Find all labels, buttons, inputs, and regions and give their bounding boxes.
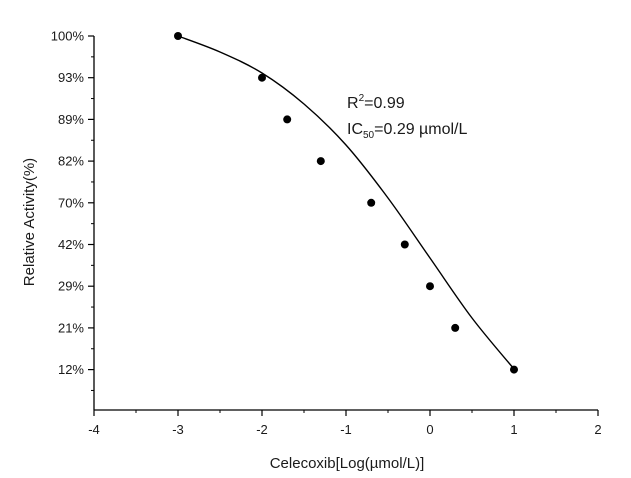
y-tick-label: 100% [51,29,85,44]
ic50-value: =0.29 µmol/L [374,121,467,138]
data-point [451,323,460,332]
y-tick-label: 29% [58,279,84,294]
y-tick-label: 89% [58,112,84,127]
r-squared-sup: 2 [359,93,365,104]
y-tick-label: 21% [58,320,84,335]
y-tick-label: 70% [58,195,84,210]
x-tick-label: 0 [426,422,433,437]
data-point [174,32,182,40]
data-point [367,198,376,207]
data-point [283,115,292,124]
ic50-annotation: IC50=0.29 µmol/L [347,121,468,141]
x-tick-label: 1 [510,422,517,437]
fit-curve [177,35,515,370]
data-points [174,32,518,374]
y-tick-label: 12% [58,362,84,377]
x-tick-label: -4 [88,422,100,437]
x-tick-label: -2 [256,422,268,437]
data-point [316,157,325,166]
data-point [258,73,266,82]
x-tick-label: -3 [172,422,184,437]
r-squared-base: R [347,95,359,112]
x-tick-label: -1 [340,422,352,437]
data-point [426,282,434,291]
data-point [400,240,409,249]
ic50-sub: 50 [363,130,375,141]
y-axis-title: Relative Activity(%) [21,158,38,286]
y-tick-label: 42% [58,237,84,252]
y-tick-label: 82% [58,154,84,169]
axes [88,35,599,416]
tick-labels: -4 -3 -2 -1 0 1 2 12% 21% 29% 42% 70% 82% 89% 93% 100% [51,29,602,438]
y-tick-label: 93% [58,70,84,85]
fit-curve-group [177,35,515,370]
ic50-base: IC [347,121,363,138]
x-axis-title: Celecoxib[Log(µmol/L)] [270,455,425,472]
r-squared-value: =0.99 [364,95,405,112]
r-squared-annotation: R2=0.99 [347,93,405,112]
x-tick-label: 2 [594,422,601,437]
data-point [510,365,518,374]
